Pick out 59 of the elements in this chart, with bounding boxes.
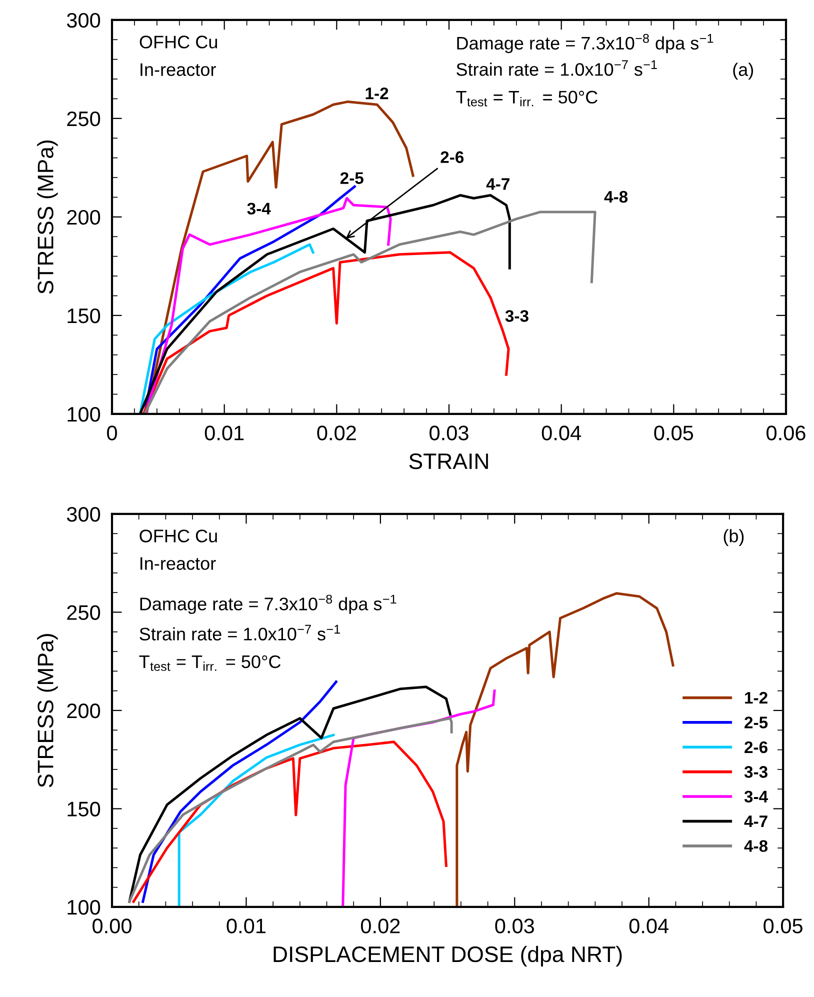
y-tick-label: 100: [68, 900, 100, 915]
y-tick-label: 150: [68, 802, 100, 816]
y-axis-title: STRESS (MPa): [37, 140, 58, 294]
x-tick-label: 0.01: [204, 426, 244, 440]
x-tick-label: 0.03: [430, 426, 468, 440]
y-tick-label: 150: [68, 308, 100, 324]
annotation: 2-6: [440, 151, 464, 164]
annotation: Damage rate = 7.3x10$^{−8}$ dpa s$^{−1}$: [140, 594, 396, 614]
annotation: T$_{test}$ = T$_{irr.}$ = 50°C: [139, 655, 281, 671]
y-axis-title: STRESS (MPa): [37, 634, 58, 788]
annotation: 3-3: [505, 310, 528, 322]
y-tick-label: 250: [67, 605, 100, 620]
annotation: In-reactor: [140, 63, 216, 76]
legend-label: 1-2: [745, 692, 768, 704]
legend-label: 4-7: [744, 816, 768, 828]
y-tick-label: 300: [66, 12, 100, 28]
annotation: (a): [733, 62, 754, 80]
line-series: [142, 680, 338, 903]
x-tick-label: 0.05: [654, 426, 694, 440]
x-axis-title: DISPLACEMENT DOSE (dpa NRT): [274, 946, 622, 967]
annotation: 4-8: [604, 190, 628, 203]
annotation: T$_{test}$ = T$_{irr.}$ = 50°C: [456, 90, 598, 106]
annotation: Strain rate = 1.0x10$^{−7}$ s$^{−1}$: [456, 60, 657, 76]
y-tick-label: 100: [68, 406, 100, 422]
annotation: 2-5: [340, 172, 364, 184]
annotation: OFHC Cu: [140, 530, 217, 542]
y-tick-label: 300: [66, 506, 100, 522]
x-tick-label: 0.00: [92, 918, 132, 934]
x-tick-label: 0: [107, 426, 117, 440]
annotation: Damage rate = 7.3x10$^{−8}$ dpa s$^{−1}$: [457, 34, 714, 54]
annotation: (b): [724, 529, 744, 546]
x-axis-title: STRAIN: [409, 453, 488, 470]
annotation: OFHC Cu: [140, 36, 218, 48]
x-tick-label: 0.01: [226, 918, 266, 934]
line-series: [178, 734, 335, 907]
legend-label: 3-4: [744, 790, 768, 803]
x-tick-label: 0.03: [495, 918, 534, 934]
annotation: 1-2: [366, 87, 388, 100]
y-tick-label: 200: [67, 210, 100, 225]
x-tick-label: 0.04: [542, 426, 581, 440]
line-series: [138, 243, 314, 414]
annotation: In-reactor: [140, 557, 216, 570]
x-tick-label: 0.02: [360, 918, 400, 934]
y-tick-label: 250: [67, 111, 100, 126]
legend-label: 2-6: [744, 741, 768, 754]
line-series: [144, 196, 392, 414]
line-series: [141, 100, 414, 414]
legend-label: 3-3: [744, 766, 768, 778]
legend-label: 2-5: [744, 716, 768, 728]
annotation: 4-7: [486, 178, 510, 190]
y-tick-label: 200: [67, 703, 100, 718]
line-series: [456, 592, 674, 907]
annotation: 3-4: [247, 202, 271, 215]
x-tick-label: 0.02: [317, 426, 356, 440]
x-tick-label: 0.06: [766, 426, 806, 440]
legend-label: 4-8: [744, 840, 768, 852]
annotation: Strain rate = 1.0x10$^{−7}$ s$^{−1}$: [140, 624, 340, 640]
x-tick-label: 0.04: [629, 918, 669, 934]
x-tick-label: 0.05: [764, 918, 802, 934]
